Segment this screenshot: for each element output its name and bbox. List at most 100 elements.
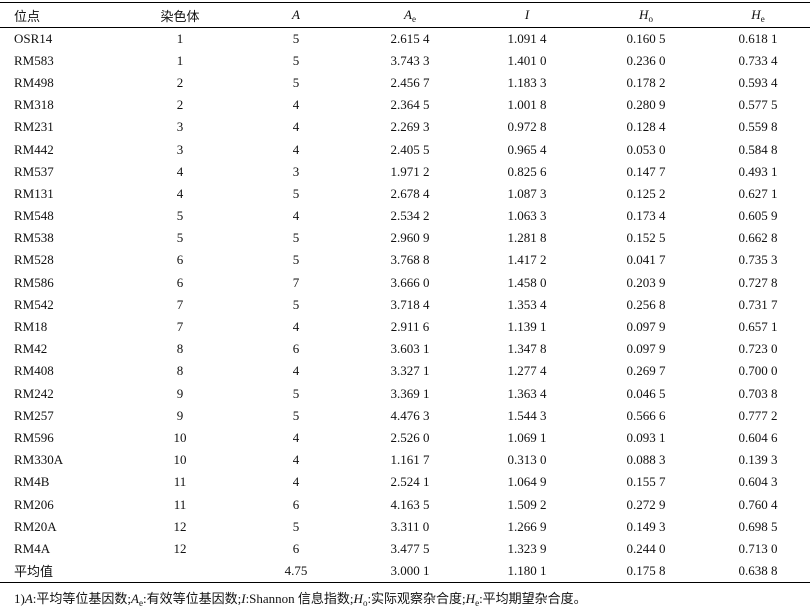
table-row: RM583 1 5 3.743 3 1.401 0 0.236 0 0.733 4 [0,50,810,72]
table-cell: RM548 [14,208,54,224]
table-cell: 4 [292,319,300,335]
table-row: RM242 9 5 3.369 1 1.363 4 0.046 5 0.703 8 [0,383,810,405]
table-cell: 0.584 8 [738,141,778,157]
table-cell: 1.277 4 [507,363,547,379]
table-cell: 1.401 0 [507,52,547,68]
table-cell: 1.417 2 [507,252,547,268]
footnote-symbol: A [131,591,139,606]
table-cell: 5 [292,518,300,534]
footnote-text: :Shannon 信息指数; [245,591,354,606]
table-cell: 2.911 6 [390,319,430,335]
table-cell: RM318 [14,97,54,113]
table-cell: 0.128 4 [626,119,666,135]
table-cell: 0.657 1 [738,319,778,335]
header-text: 位点 [14,8,41,24]
table-cell: 12 [173,540,187,556]
table-cell: RM18 [14,319,48,335]
table-body: OSR14 1 5 2.615 4 1.091 4 0.160 5 0.618 1 RM583… [0,28,810,583]
table-cell: 6 [292,496,300,512]
table-cell: 8 [176,341,184,357]
header-text: 染色体 [160,8,200,24]
table-cell: 0.256 8 [626,296,666,312]
table-cell: 5 [292,30,300,46]
table-cell: 0.173 4 [626,208,666,224]
table-row: OSR14 1 5 2.615 4 1.091 4 0.160 5 0.618 1 [0,28,810,50]
table-cell: 3.768 8 [390,252,430,268]
table-cell: 1 [176,30,184,46]
table-cell: 3.718 4 [390,296,430,312]
table-cell: 0.627 1 [738,185,778,201]
table-cell: 4 [292,119,300,135]
table-cell: 2.456 7 [390,74,430,90]
table-cell: 4 [292,97,300,113]
footnote-symbol: A [24,591,33,606]
table-cell: 1.509 2 [507,496,547,512]
column-header: Ae [352,3,468,28]
summary-cell: 1.180 1 [507,562,547,578]
table-cell: 1.183 3 [507,74,547,90]
table-cell: 1.091 4 [507,30,547,46]
table-row: RM4B 11 4 2.524 1 1.064 9 0.155 7 0.604 3 [0,471,810,493]
table-cell: 0.160 5 [626,30,666,46]
table-cell: 0.965 4 [507,141,547,157]
table-cell: 1.063 3 [507,208,547,224]
table-cell: 1 [176,52,184,68]
table-cell: 5 [176,230,184,246]
table-row: RM330A 10 4 1.161 7 0.313 0 0.088 3 0.139 3 [0,449,810,471]
table-cell: 0.269 7 [626,363,666,379]
table-cell: 0.618 1 [738,30,778,46]
table-cell: 1.353 4 [507,296,547,312]
table-cell: 0.147 7 [626,163,666,179]
table-row: RM4A 12 6 3.477 5 1.323 9 0.244 0 0.713 0 [0,538,810,560]
table-cell: 0.093 1 [626,429,666,445]
table-cell: RM537 [14,163,54,179]
footnote-symbol: H [353,591,363,606]
table-cell: OSR14 [14,30,53,46]
table-cell: 7 [176,296,184,312]
table-cell: 5 [292,230,300,246]
table-cell: 3 [176,141,184,157]
table-cell: 6 [176,252,184,268]
footnote-subscript: o [362,598,368,608]
table-cell: 0.046 5 [626,385,666,401]
table-row: RM442 3 4 2.405 5 0.965 4 0.053 0 0.584 8 [0,138,810,160]
table-cell: 0.604 3 [738,474,778,490]
table-cell: 0.698 5 [738,518,778,534]
table-cell: 1.139 1 [507,319,547,335]
column-header: 染色体 [120,3,240,28]
data-table: 位点 染色体 A Ae I Ho He OSR14 1 5 2.615 4 1.091 4 0.160… [0,2,810,583]
table-cell: 1.069 1 [507,429,547,445]
table-cell: 0.703 8 [738,385,778,401]
table-cell: 2 [176,74,184,90]
table-row: RM528 6 5 3.768 8 1.417 2 0.041 7 0.735 3 [0,249,810,271]
table-cell: 1.971 2 [390,163,430,179]
table-cell: RM231 [14,119,54,135]
table-cell: 0.604 6 [738,429,778,445]
table-cell: 6 [292,341,300,357]
table-cell: 1.544 3 [507,407,547,423]
table-cell: 4 [176,163,184,179]
summary-label: 平均值 [14,564,54,580]
table-cell: 0.178 2 [626,74,666,90]
footnote-text: :实际观察杂合度; [367,591,466,606]
table-cell: 5 [292,407,300,423]
table-cell: 0.731 7 [738,296,778,312]
table-cell: 3.369 1 [390,385,430,401]
table-row: RM18 7 4 2.911 6 1.139 1 0.097 9 0.657 1 [0,316,810,338]
table-cell: 0.244 0 [626,540,666,556]
table-cell: 9 [176,407,184,423]
table-cell: 0.149 3 [626,518,666,534]
table-cell: 0.313 0 [507,452,547,468]
table-cell: 0.700 0 [738,363,778,379]
table-cell: 5 [292,74,300,90]
table-cell: 1.266 9 [507,518,547,534]
table-cell: 0.733 4 [738,52,778,68]
header-subscript: o [648,14,653,24]
table-cell: 0.097 9 [626,341,666,357]
table-cell: 3.603 1 [390,341,430,357]
table-row: RM408 8 4 3.327 1 1.277 4 0.269 7 0.700 0 [0,360,810,382]
table-cell: RM20A [14,518,57,534]
table-cell: 3.327 1 [390,363,430,379]
table-cell: RM4B [14,474,50,490]
